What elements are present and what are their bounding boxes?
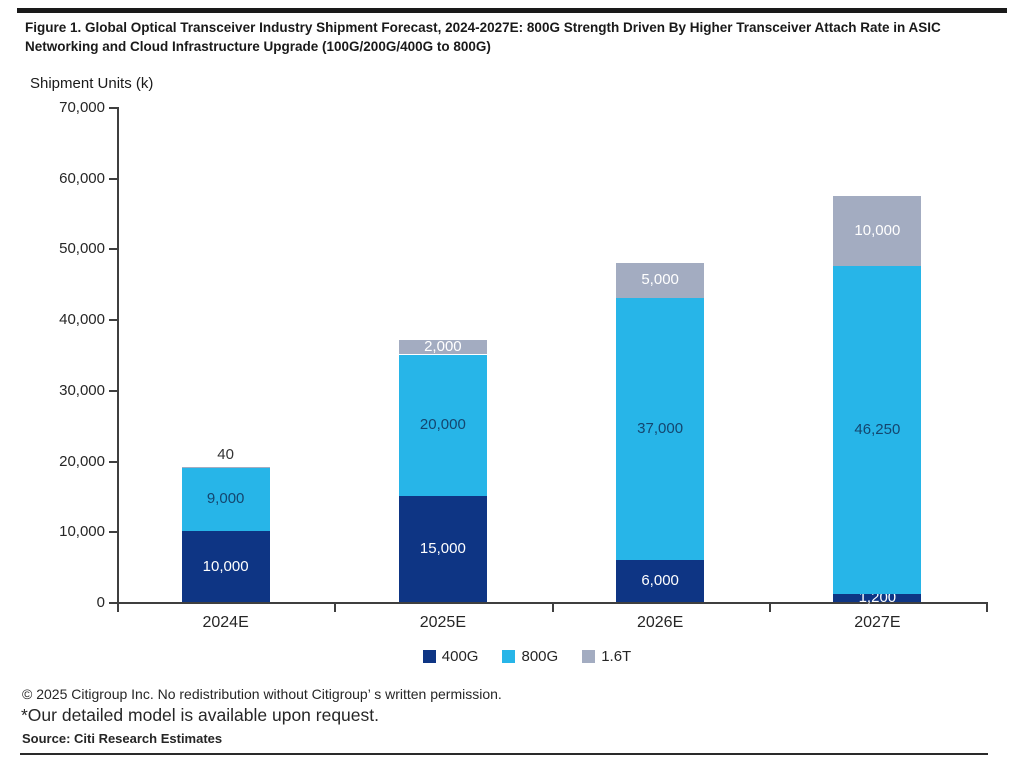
x-axis-tick xyxy=(334,604,337,612)
y-axis-tick-label: 0 xyxy=(96,594,105,611)
bar-segment-800G-2026E: 37,000 xyxy=(616,297,705,560)
bar-value-label: 15,000 xyxy=(419,539,466,557)
bar-segment-400G-2027E: 1,200 xyxy=(833,589,922,605)
y-axis-tick xyxy=(109,319,117,322)
y-axis-tick-label: 50,000 xyxy=(59,240,105,258)
bar-segment-400G-2024E: 10,000 xyxy=(181,531,270,602)
x-axis-category-label: 2027E xyxy=(854,614,901,631)
footer-source: Source: Citi Research Estimates xyxy=(22,731,223,746)
y-axis-tick-label: 10,000 xyxy=(59,523,105,541)
x-axis-tick xyxy=(551,604,554,612)
legend-label: 800G xyxy=(521,648,559,665)
bar-value-label: 20,000 xyxy=(419,416,466,434)
y-axis-tick-label: 40,000 xyxy=(59,311,105,329)
y-axis-tick xyxy=(109,389,117,392)
y-axis-tick xyxy=(109,460,117,463)
bar-segment-1.6T-2025E: 2,000 xyxy=(398,338,487,356)
y-axis-tick-label: 60,000 xyxy=(59,169,105,187)
y-axis-line xyxy=(117,107,119,604)
y-axis-tick-label: 70,000 xyxy=(59,99,105,116)
x-axis-line xyxy=(117,602,988,604)
x-axis-category-label: 2026E xyxy=(636,614,684,631)
y-axis-tick-label: 20,000 xyxy=(59,452,105,470)
legend-item-400G: 400G xyxy=(422,648,479,665)
bottom-divider xyxy=(20,753,988,755)
bar-value-label: 46,250 xyxy=(854,420,901,438)
bar-segment-800G-2024E: 9,000 xyxy=(181,467,270,532)
legend-item-800G: 800G xyxy=(502,648,558,665)
bar-segment-800G-2025E: 20,000 xyxy=(398,354,487,496)
bar-value-label: 37,000 xyxy=(637,419,684,437)
bar-value-label: 2,000 xyxy=(424,338,462,356)
bar-segment-1.6T-2027E: 10,000 xyxy=(833,195,922,267)
x-axis-tick xyxy=(986,604,988,612)
legend-label: 1.6T xyxy=(601,648,632,665)
y-axis-title: Shipment Units (k) xyxy=(30,75,154,92)
y-axis-tick xyxy=(109,531,117,534)
y-axis-tick xyxy=(109,248,117,251)
x-axis-category-label: 2025E xyxy=(419,614,466,631)
figure-title: Figure 1. Global Optical Transceiver Ind… xyxy=(25,20,941,54)
legend-label: 400G xyxy=(441,648,479,665)
top-divider xyxy=(17,8,1007,13)
bar-segment-400G-2026E: 6,000 xyxy=(616,559,705,602)
bar-value-label: 5,000 xyxy=(641,271,679,289)
bar-segment-1.6T-2026E: 5,000 xyxy=(616,262,705,298)
bar-segment-800G-2027E: 46,250 xyxy=(833,266,922,594)
x-axis-tick xyxy=(117,604,119,612)
y-axis-tick xyxy=(109,177,117,180)
legend-item-1.6T: 1.6T xyxy=(582,648,631,665)
bar-value-label: 6,000 xyxy=(641,571,679,589)
x-axis-category-label: 2024E xyxy=(202,614,249,631)
bar-value-label-above: 40 xyxy=(217,446,234,464)
legend-swatch-icon xyxy=(582,650,596,663)
chart-legend: 400G 800G 1.6T xyxy=(117,648,937,665)
legend-swatch-icon xyxy=(422,650,436,663)
bar-segment-400G-2025E: 15,000 xyxy=(398,495,487,602)
footer-copyright: © 2025 Citigroup Inc. No redistribution … xyxy=(22,686,502,702)
y-axis-tick-label: 30,000 xyxy=(59,381,105,399)
legend-swatch-icon xyxy=(502,650,516,663)
bar-value-label: 10,000 xyxy=(202,557,249,575)
y-axis-tick xyxy=(109,107,117,109)
footer-note: *Our detailed model is available upon re… xyxy=(21,705,379,725)
bar-value-label: 9,000 xyxy=(206,490,245,508)
y-axis-tick xyxy=(109,602,117,604)
x-axis-tick xyxy=(768,604,771,612)
bar-value-label: 10,000 xyxy=(854,222,901,240)
